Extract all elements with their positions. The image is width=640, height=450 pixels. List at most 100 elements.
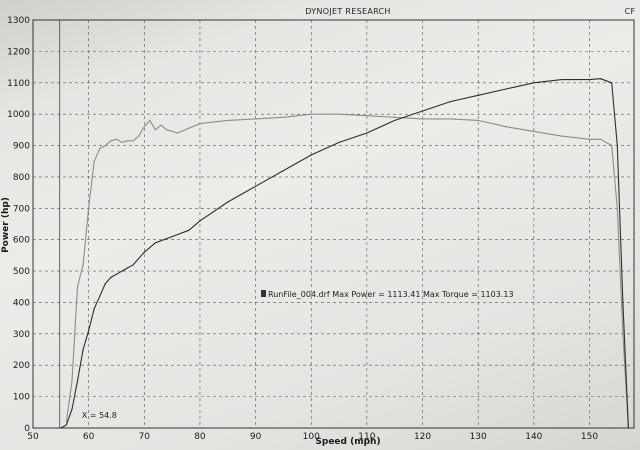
series-point-1	[611, 144, 613, 147]
series-point-2	[115, 273, 118, 275]
series-point-1	[93, 160, 95, 162]
series-point-2	[104, 283, 106, 285]
series-point-1	[88, 207, 90, 209]
series-point-1	[366, 115, 368, 117]
series-point-2	[310, 154, 312, 156]
series-point-1	[622, 333, 624, 335]
series-point-2	[282, 170, 285, 172]
series-point-2	[600, 78, 602, 80]
x-axis-ticks: 50 60 70 80 90 100 110 120 130 140 150	[27, 432, 598, 442]
series-point-1	[199, 122, 201, 125]
series-point-1	[165, 129, 168, 131]
y-tick-label: 600	[13, 236, 30, 246]
y-tick-label: 800	[13, 173, 30, 183]
series-line-1	[65, 113, 629, 429]
series-point-1	[138, 135, 140, 137]
series-point-1	[82, 264, 84, 266]
series-point-1	[600, 138, 602, 140]
series-point-2	[627, 427, 630, 429]
y-tick-label: 1300	[7, 16, 30, 26]
series-point-2	[110, 276, 112, 278]
series-point-2	[188, 229, 190, 231]
series-point-2	[143, 251, 145, 253]
x-axis-label: Speed (mph)	[315, 437, 380, 447]
series-point-1	[505, 126, 507, 128]
corner-label: CF	[625, 7, 636, 16]
series-point-2	[99, 295, 101, 297]
series-point-2	[76, 380, 79, 382]
series-point-2	[127, 267, 129, 269]
series-point-2	[616, 144, 618, 147]
series-point-1	[143, 126, 145, 128]
series-point-1	[65, 421, 67, 423]
series-point-1	[171, 130, 173, 133]
y-tick-label: 400	[13, 298, 30, 308]
x-tick-label: 70	[139, 432, 151, 442]
annotation-swatch	[261, 290, 266, 297]
series-layer	[60, 78, 630, 429]
series-point-1	[449, 118, 451, 120]
y-tick-label: 500	[13, 267, 30, 277]
y-tick-label: 100	[13, 393, 30, 403]
series-point-2	[199, 220, 201, 222]
series-point-1	[99, 148, 101, 150]
series-point-2	[227, 201, 229, 203]
series-point-2	[611, 82, 613, 84]
x-tick-label: 100	[303, 432, 320, 442]
series-point-1	[115, 138, 118, 140]
series-point-2	[132, 264, 134, 266]
x-tick-label: 140	[525, 432, 542, 442]
series-point-2	[88, 330, 90, 332]
series-point-2	[60, 427, 62, 429]
series-point-1	[132, 140, 134, 142]
x-tick-label: 120	[414, 432, 431, 442]
series-point-1	[616, 207, 618, 209]
series-point-1	[227, 119, 229, 122]
y-tick-label: 200	[13, 361, 30, 371]
series-point-2	[561, 79, 563, 81]
marker-label: X = 54.8	[82, 411, 117, 420]
series-point-2	[622, 301, 624, 304]
series-point-2	[171, 235, 173, 238]
series-point-1	[110, 140, 112, 142]
series-point-1	[154, 129, 157, 131]
series-point-1	[76, 286, 79, 288]
series-point-1	[149, 119, 151, 122]
series-point-1	[588, 138, 591, 140]
y-tick-label: 700	[13, 204, 30, 214]
series-point-1	[177, 132, 179, 134]
chart-header: DYNOJET RESEARCH	[305, 7, 391, 16]
y-tick-label: 900	[13, 142, 30, 152]
series-point-2	[477, 94, 479, 96]
series-point-1	[160, 124, 162, 126]
series-point-2	[93, 308, 95, 310]
series-line-2	[60, 78, 629, 429]
series-point-2	[505, 88, 507, 90]
series-point-1	[188, 127, 190, 129]
x-tick-label: 60	[83, 432, 95, 442]
series-point-1	[421, 118, 424, 120]
series-point-2	[65, 424, 67, 426]
y-tick-label: 1100	[7, 79, 30, 89]
series-point-2	[449, 101, 451, 103]
y-tick-label: 300	[13, 330, 30, 340]
series-point-2	[154, 242, 157, 244]
series-point-1	[561, 135, 563, 137]
series-point-1	[533, 130, 535, 133]
series-point-1	[127, 140, 129, 142]
series-point-2	[588, 79, 591, 81]
series-point-1	[310, 113, 312, 115]
series-point-2	[254, 185, 257, 187]
plot-area	[32, 19, 635, 429]
x-tick-label: 130	[470, 432, 487, 442]
series-point-1	[338, 113, 340, 115]
y-tick-label: 1200	[7, 47, 30, 57]
series-point-2	[338, 141, 340, 143]
series-point-2	[82, 348, 84, 351]
series-point-1	[71, 380, 73, 382]
x-tick-label: 110	[358, 432, 375, 442]
series-point-2	[421, 110, 424, 112]
series-point-1	[477, 119, 479, 122]
